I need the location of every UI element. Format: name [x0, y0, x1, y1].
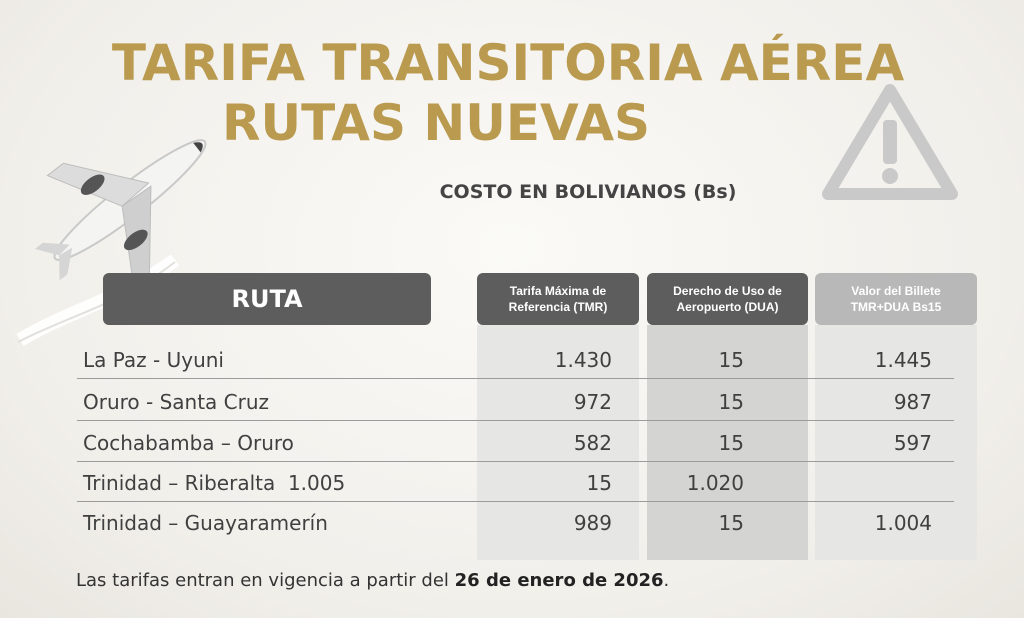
note-suffix: .	[663, 570, 670, 591]
warning-triangle-icon	[822, 84, 958, 200]
header-dua: Derecho de Uso de Aeropuerto (DUA)	[647, 273, 808, 325]
row-divider	[77, 420, 954, 421]
route-name: Oruro - Santa Cruz	[83, 390, 270, 414]
total-value: 987	[893, 390, 932, 414]
row-divider	[77, 501, 954, 502]
tmr-value: 582	[573, 431, 612, 455]
total-column-background	[815, 325, 977, 560]
header-total-line1: Valor del Billete	[851, 283, 941, 298]
row-divider	[77, 461, 954, 462]
dua-value: 15	[718, 431, 744, 455]
table-row: Trinidad – Guayaramerín 989 15 1.004	[77, 502, 954, 542]
header-total: Valor del Billete TMR+DUA Bs15	[815, 273, 977, 325]
note-date: 26 de enero de 2026	[454, 570, 664, 591]
effective-date-note: Las tarifas entran en vigencia a partir …	[76, 570, 669, 591]
route-name: Trinidad – Guayaramerín	[83, 511, 328, 535]
route-name: Cochabamba – Oruro	[83, 431, 294, 455]
dua-value: 15	[718, 511, 744, 535]
header-tmr-line2: Referencia (TMR)	[508, 300, 608, 314]
route-name: La Paz - Uyuni	[83, 348, 224, 372]
header-tmr: Tarifa Máxima de Referencia (TMR)	[477, 273, 639, 325]
route-name: Trinidad – Riberalta 1.005	[83, 471, 346, 495]
header-total-line2: TMR+DUA Bs15	[850, 300, 942, 314]
tmr-value: 15	[586, 471, 612, 495]
header-ruta: RUTA	[103, 273, 431, 325]
table-row: Trinidad – Riberalta 1.005 15 1.020	[77, 462, 954, 502]
tmr-value: 1.430	[554, 348, 612, 372]
table-row: La Paz - Uyuni 1.430 15 1.445	[77, 339, 954, 379]
dua-value: 15	[718, 348, 744, 372]
dua-column-background	[647, 325, 808, 560]
row-divider	[77, 378, 954, 379]
tmr-value: 989	[573, 511, 612, 535]
header-dua-line1: Derecho de Uso de	[673, 283, 782, 298]
table-row: Oruro - Santa Cruz 972 15 987	[77, 381, 954, 421]
total-value: 597	[893, 431, 932, 455]
header-dua-line2: Aeropuerto (DUA)	[676, 300, 779, 314]
note-prefix: Las tarifas entran en vigencia a partir …	[76, 570, 455, 591]
total-value: 1.004	[874, 511, 932, 535]
subtitle: COSTO EN BOLIVIANOS (Bs)	[439, 181, 737, 203]
table-row: Cochabamba – Oruro 582 15 597	[77, 422, 954, 462]
page-title-line2: RUTAS NUEVAS	[221, 94, 651, 152]
tmr-column-background	[477, 325, 639, 560]
tmr-value: 972	[573, 390, 612, 414]
header-tmr-line1: Tarifa Máxima de	[509, 283, 607, 298]
page-title-line1: TARIFA TRANSITORIA AÉREA	[111, 34, 905, 92]
dua-value: 1.020	[686, 471, 744, 495]
total-value: 1.445	[874, 348, 932, 372]
dua-value: 15	[718, 390, 744, 414]
